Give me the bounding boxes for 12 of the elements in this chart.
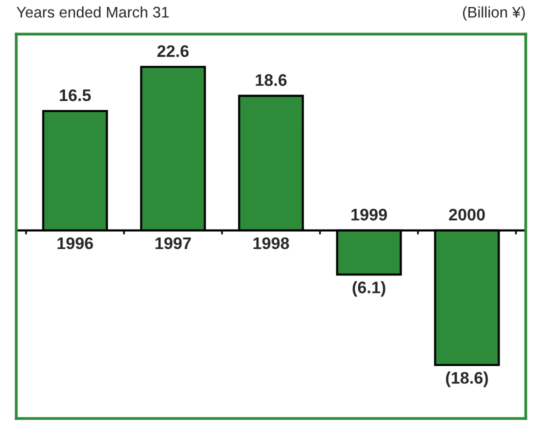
data-label: (18.6) [446,372,488,388]
x-tick-label: 1996 [58,237,93,250]
data-label: 16.5 [60,89,91,102]
x-tick-label: 2000 [448,208,485,221]
data-label: (6.1) [352,281,386,297]
x-tick-label: 1998 [254,237,290,250]
data-label: 18.6 [256,74,287,86]
x-tick-label: 1997 [156,237,191,250]
text: (Billion ¥) [463,6,525,21]
data-label: 22.6 [157,45,189,58]
x-tick-label: 1999 [351,208,387,221]
chart-title: Years ended March 31 [16,6,169,18]
